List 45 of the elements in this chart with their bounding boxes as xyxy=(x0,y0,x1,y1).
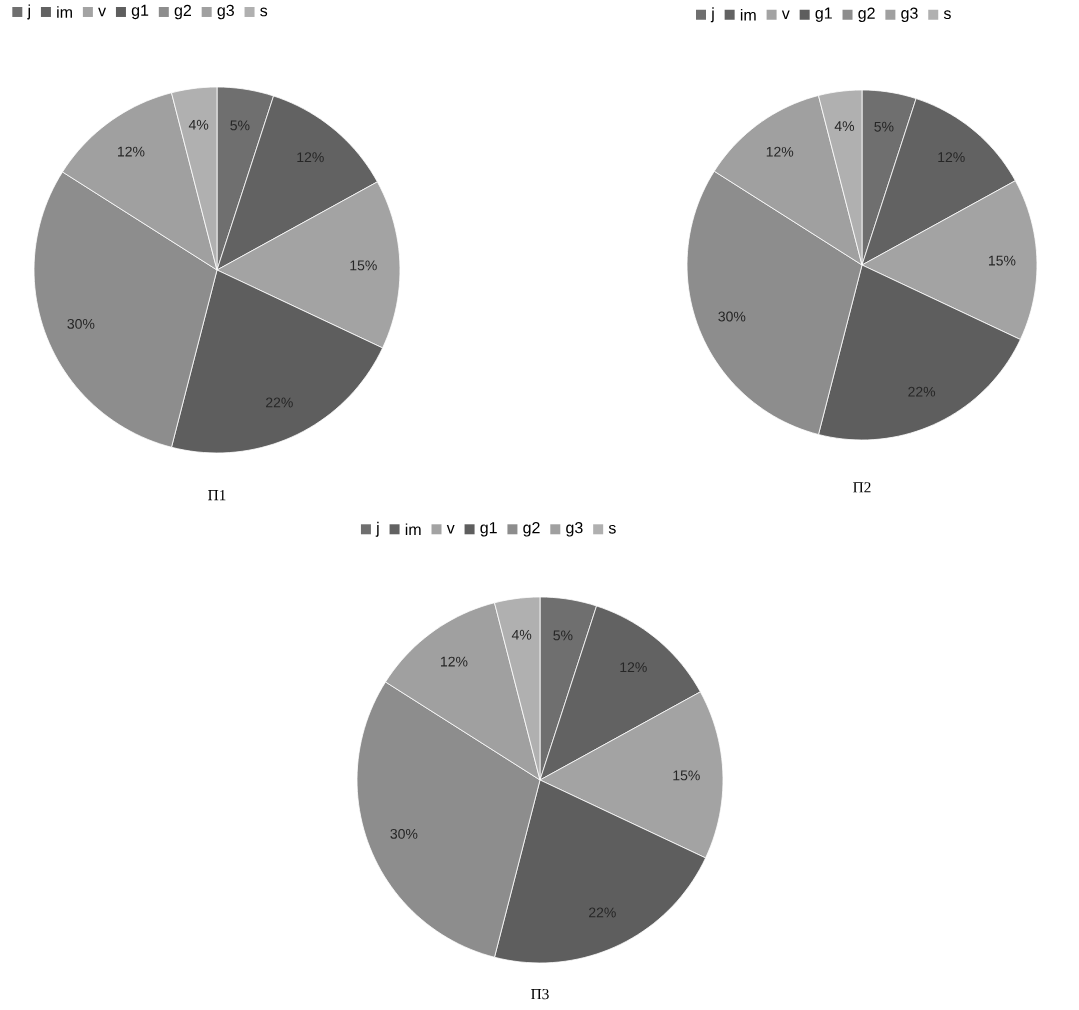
text: П2 xyxy=(853,482,871,493)
legend-label: j xyxy=(710,7,714,23)
legend-label: v xyxy=(98,7,107,17)
data-label: 12% xyxy=(118,146,145,157)
legend-label: im xyxy=(405,523,421,536)
legend-label: g1 xyxy=(480,522,497,537)
legend-label: g3 xyxy=(217,4,234,20)
legend-label: s xyxy=(260,7,268,17)
data-label: 12% xyxy=(938,152,965,163)
legend-label: g2 xyxy=(174,4,191,20)
data-label: 30% xyxy=(390,828,418,839)
data-label: 30% xyxy=(67,318,95,329)
legend-label: v xyxy=(446,525,455,534)
legend-label: g2 xyxy=(858,7,875,22)
legend-label: s xyxy=(943,10,951,20)
legend-label: g3 xyxy=(566,522,583,537)
legend-label: s xyxy=(608,524,616,534)
legend-label: j xyxy=(27,4,30,20)
data-label: 5% xyxy=(874,121,894,132)
data-label: 12% xyxy=(297,152,324,163)
legend-label: im xyxy=(57,6,72,18)
data-label: 12% xyxy=(766,146,794,157)
text: П1 xyxy=(208,490,226,501)
data-label: 4% xyxy=(834,121,855,131)
data-label: 15% xyxy=(988,255,1016,266)
legend-label: g3 xyxy=(901,7,918,22)
legend-label: v xyxy=(781,10,790,19)
data-label: 4% xyxy=(511,629,532,640)
data-label: 12% xyxy=(620,662,647,673)
text: П3 xyxy=(531,988,549,1000)
legend-label: j xyxy=(375,521,379,537)
data-label: 5% xyxy=(230,120,250,131)
data-label: 22% xyxy=(266,397,293,408)
data-label: 12% xyxy=(441,656,468,667)
data-label: 15% xyxy=(673,770,700,781)
legend-label: im xyxy=(740,8,756,21)
data-label: 22% xyxy=(908,386,936,397)
data-label: 15% xyxy=(350,260,377,271)
data-label: 22% xyxy=(589,907,616,918)
legend-label: g1 xyxy=(815,7,832,22)
data-label: 30% xyxy=(718,311,746,322)
legend-label: g1 xyxy=(131,4,149,20)
data-label: 4% xyxy=(188,119,209,130)
legend-label: g2 xyxy=(523,522,540,537)
data-label: 5% xyxy=(553,630,573,641)
